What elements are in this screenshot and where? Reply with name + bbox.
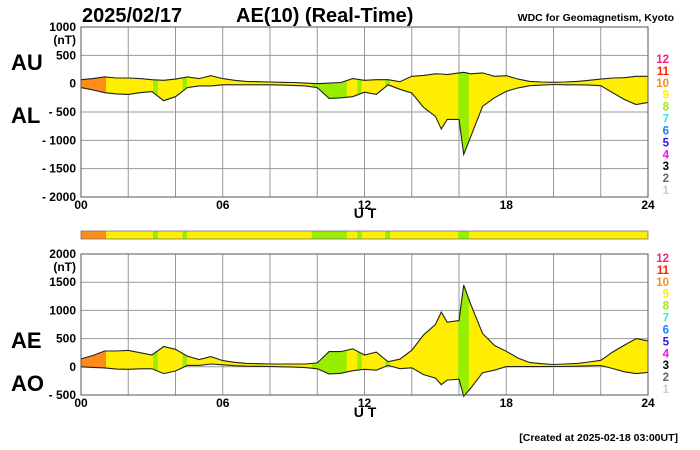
legend-level-label: 3 bbox=[663, 360, 669, 372]
date-title: 2025/02/17 bbox=[82, 5, 182, 27]
legend-level-label: 1 bbox=[663, 185, 670, 197]
series-label-ae: AE bbox=[11, 328, 42, 353]
legend-level-label: 2 bbox=[663, 173, 669, 185]
legend-level-label: 8 bbox=[663, 301, 670, 313]
institution-label: WDC for Geomagnetism, Kyoto bbox=[518, 12, 674, 24]
legend-level-label: 10 bbox=[656, 277, 669, 289]
activity-bar-segment bbox=[182, 231, 188, 239]
legend-level-label: 9 bbox=[663, 90, 669, 102]
x-tick-label: 06 bbox=[216, 198, 230, 212]
activity-bar-segment bbox=[468, 231, 649, 239]
legend-level-label: 5 bbox=[663, 336, 670, 348]
legend-level-label: 9 bbox=[663, 289, 669, 301]
activity-bar-segment bbox=[357, 231, 362, 239]
y-unit-label-bottom: (nT) bbox=[53, 260, 76, 274]
legend-level-label: 7 bbox=[663, 313, 669, 325]
y-tick-label: 2000 bbox=[49, 247, 76, 261]
activity-bar-segment bbox=[458, 231, 470, 239]
legend-level-label: 8 bbox=[663, 102, 670, 114]
activity-bar-segment bbox=[186, 231, 313, 239]
activity-bar-segment bbox=[385, 231, 391, 239]
x-tick-label: 24 bbox=[641, 198, 655, 212]
legend-level-label: 11 bbox=[657, 265, 670, 277]
y-tick-label: 1000 bbox=[49, 303, 76, 317]
plot-frame bbox=[80, 253, 649, 396]
series-label-al: AL bbox=[11, 103, 40, 128]
area-segment-level-8 bbox=[458, 72, 470, 155]
x-tick-label: 18 bbox=[500, 396, 514, 410]
y-tick-label: - 500 bbox=[49, 105, 77, 119]
activity-bar-segment bbox=[157, 231, 183, 239]
series-label-au: AU bbox=[11, 50, 43, 75]
x-tick-label: 12 bbox=[358, 198, 372, 212]
legend-level-label: 3 bbox=[663, 161, 669, 173]
legend-level-label: 11 bbox=[657, 66, 670, 78]
y-tick-label: 1000 bbox=[49, 20, 76, 34]
y-tick-label: - 1500 bbox=[42, 162, 76, 176]
legend-level-label: 12 bbox=[656, 54, 669, 66]
y-tick-label: - 1000 bbox=[42, 133, 76, 147]
y-tick-label: 0 bbox=[69, 360, 76, 374]
x-tick-label: 00 bbox=[74, 396, 88, 410]
y-unit-label-top: (nT) bbox=[53, 33, 76, 47]
activity-bar-segment bbox=[361, 231, 386, 239]
series-label-ao: AO bbox=[11, 371, 44, 396]
y-tick-label: - 2000 bbox=[42, 190, 76, 204]
activity-bar-segment bbox=[81, 231, 107, 239]
activity-bar-segment bbox=[106, 231, 154, 239]
y-tick-label: 500 bbox=[56, 48, 76, 62]
x-axis-label-bottom: U T bbox=[354, 404, 377, 420]
y-tick-label: 0 bbox=[69, 77, 76, 91]
legend-level-label: 10 bbox=[656, 78, 669, 90]
legend-level-label: 7 bbox=[663, 114, 669, 126]
y-tick-label: 500 bbox=[56, 332, 76, 346]
activity-bar-segment bbox=[311, 231, 348, 239]
legend-level-label: 1 bbox=[663, 384, 670, 396]
legend-level-label: 12 bbox=[656, 253, 669, 265]
series-line-ao bbox=[80, 363, 649, 398]
series-line-au bbox=[80, 71, 648, 85]
index-title: AE(10) (Real-Time) bbox=[236, 5, 413, 27]
legend-level-label: 4 bbox=[663, 149, 670, 161]
y-tick-label: - 500 bbox=[49, 388, 77, 402]
series-line-ae bbox=[80, 284, 649, 366]
legend-level-label: 2 bbox=[663, 372, 669, 384]
plot-frame bbox=[80, 26, 649, 198]
activity-bar-frame bbox=[80, 230, 649, 240]
y-tick-label: 1500 bbox=[49, 275, 76, 289]
x-tick-label: 06 bbox=[216, 396, 230, 410]
created-timestamp: [Created at 2025-02-18 03:00UT] bbox=[519, 432, 678, 444]
x-tick-label: 12 bbox=[358, 396, 372, 410]
activity-bar-segment bbox=[390, 231, 459, 239]
series-line-al bbox=[80, 83, 649, 157]
legend-level-label: 6 bbox=[663, 125, 669, 137]
x-axis-label-top: U T bbox=[354, 205, 377, 221]
x-tick-label: 18 bbox=[500, 198, 514, 212]
x-tick-label: 24 bbox=[641, 396, 655, 410]
area-segment-level-8 bbox=[458, 285, 470, 395]
activity-color-bar bbox=[80, 230, 649, 240]
legend-level-label: 6 bbox=[663, 324, 669, 336]
activity-bar-segment bbox=[153, 231, 159, 239]
legend-level-label: 5 bbox=[663, 137, 670, 149]
legend-level-label: 4 bbox=[663, 348, 670, 360]
activity-bar-segment bbox=[346, 231, 358, 239]
x-tick-label: 00 bbox=[74, 198, 88, 212]
